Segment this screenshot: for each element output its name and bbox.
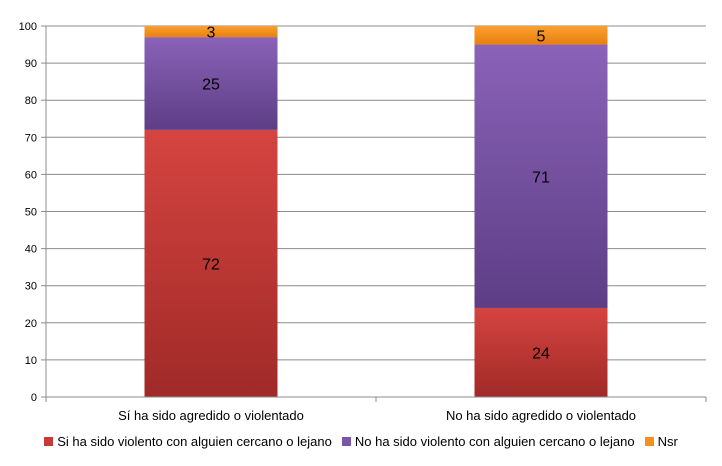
legend-item: No ha sido violento con alguien cercano … bbox=[341, 434, 635, 449]
y-tick-label: 0 bbox=[31, 392, 37, 404]
data-label: 5 bbox=[537, 28, 546, 45]
bar-segment bbox=[144, 37, 278, 130]
y-tick-label: 30 bbox=[25, 281, 37, 293]
bar-segment bbox=[144, 129, 278, 397]
y-tick-label: 50 bbox=[25, 207, 37, 219]
legend-swatch bbox=[644, 437, 654, 446]
y-tick-label: 10 bbox=[25, 355, 37, 367]
bars bbox=[144, 26, 608, 397]
legend-swatch bbox=[341, 437, 351, 446]
axes: 0 10 20 30 40 50 60 70 80 90 100 Sí ha sido agredid… bbox=[19, 21, 707, 423]
legend-item: Si ha sido violento con alguien cercano … bbox=[44, 434, 332, 449]
data-label: 24 bbox=[532, 345, 550, 362]
y-tick-label: 40 bbox=[25, 244, 37, 256]
x-category-label: Sí ha sido agredido o violentado bbox=[118, 408, 304, 423]
bar-segment bbox=[144, 26, 278, 38]
data-label: 25 bbox=[202, 77, 220, 94]
bar-segment bbox=[474, 307, 608, 397]
data-label: 3 bbox=[207, 25, 216, 42]
data-label: 71 bbox=[532, 169, 550, 186]
legend-label: Nsr bbox=[657, 434, 678, 449]
y-tick-label: 70 bbox=[25, 132, 37, 144]
y-tick-label: 60 bbox=[25, 169, 37, 181]
legend-item: Nsr bbox=[644, 434, 678, 449]
y-tick-label: 100 bbox=[19, 21, 37, 33]
legend: Si ha sido violento con alguien cercano … bbox=[0, 434, 722, 449]
bar-segment bbox=[474, 44, 608, 308]
data-labels: 72 25 3 24 71 5 bbox=[202, 25, 550, 363]
y-tick-label: 90 bbox=[25, 58, 37, 70]
legend-label: No ha sido violento con alguien cercano … bbox=[354, 434, 635, 449]
data-label: 72 bbox=[202, 256, 220, 273]
legend-label: Si ha sido violento con alguien cercano … bbox=[57, 434, 332, 449]
legend-swatch bbox=[44, 437, 54, 446]
x-category-label: No ha sido agredido o violentado bbox=[446, 408, 636, 423]
y-tick-label: 80 bbox=[25, 95, 37, 107]
y-tick-label: 20 bbox=[25, 318, 37, 330]
bar-segment bbox=[474, 26, 608, 45]
